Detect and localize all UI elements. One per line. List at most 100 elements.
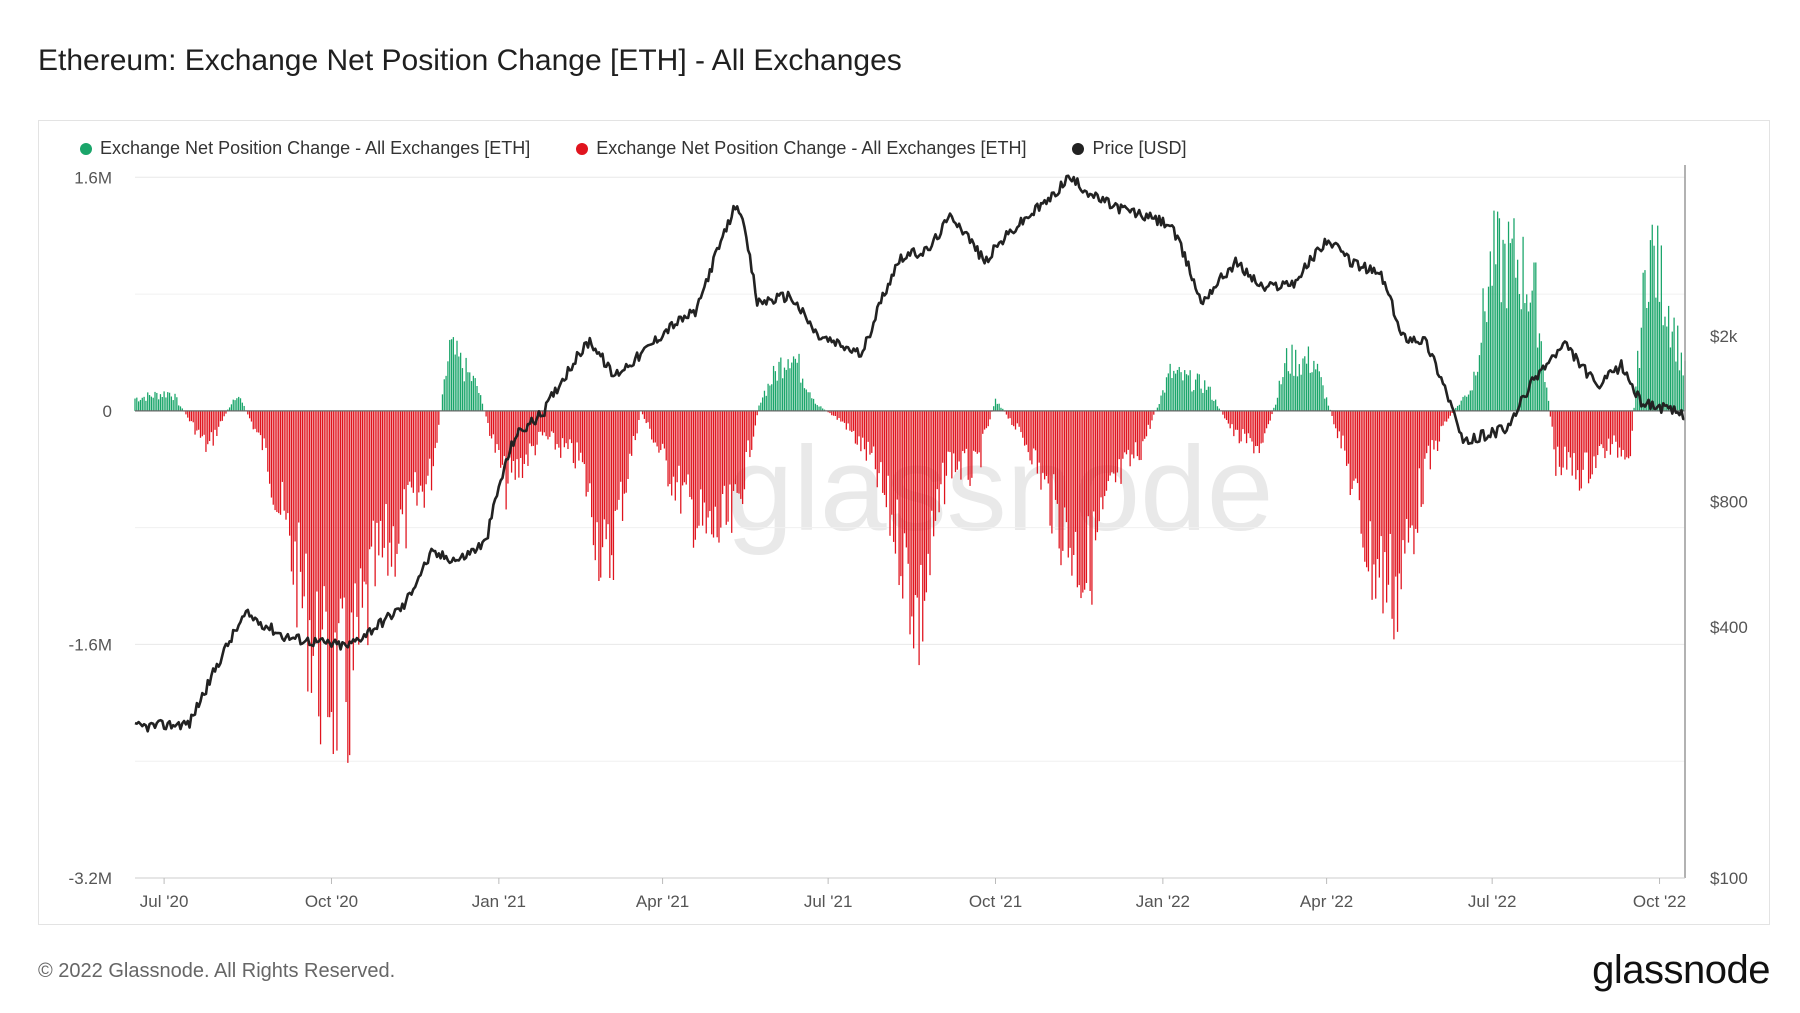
bar-outflow	[1444, 410, 1446, 422]
bar-outflow	[583, 410, 585, 465]
bar-inflow	[1207, 386, 1209, 411]
bar-outflow	[203, 410, 205, 435]
bar-outflow	[862, 410, 864, 438]
bar-inflow	[791, 362, 793, 411]
bar-outflow	[1560, 410, 1562, 476]
bar-outflow	[550, 410, 553, 432]
x-tick-label: Apr '21	[636, 892, 689, 911]
bar-inflow	[158, 399, 160, 411]
bar-outflow	[1351, 410, 1353, 489]
price-line	[134, 174, 1686, 733]
bar-outflow	[1069, 410, 1071, 548]
bar-outflow	[427, 410, 429, 476]
bar-inflow	[179, 406, 182, 411]
legend-item-price[interactable]: Price [USD]	[1072, 138, 1187, 159]
bar-outflow	[527, 410, 529, 466]
bar-inflow	[1460, 400, 1462, 411]
bar-outflow	[1558, 410, 1561, 467]
bar-outflow	[248, 410, 251, 419]
bar-inflow	[243, 405, 245, 411]
bar-inflow	[1547, 400, 1550, 411]
bar-inflow	[1495, 264, 1497, 411]
bar-outflow	[1436, 410, 1439, 452]
bar-outflow	[292, 410, 294, 585]
bar-outflow	[647, 410, 649, 423]
bar-outflow	[1345, 410, 1348, 466]
bar-inflow	[814, 403, 817, 411]
bar-outflow	[1054, 410, 1057, 500]
bar-inflow	[234, 400, 236, 411]
legend-item-inflow[interactable]: Exchange Net Position Change - All Excha…	[80, 138, 530, 159]
bar-outflow	[934, 410, 937, 521]
bar-inflow	[1493, 210, 1495, 411]
bar-outflow	[916, 410, 918, 598]
bar-outflow	[1549, 410, 1552, 417]
bar-outflow	[1114, 410, 1117, 483]
bar-outflow	[369, 410, 371, 550]
bar-inflow	[1675, 361, 1677, 411]
legend-item-outflow[interactable]: Exchange Net Position Change - All Excha…	[576, 138, 1026, 159]
bar-outflow	[352, 410, 354, 671]
bar-inflow	[1196, 373, 1199, 411]
bar-outflow	[560, 410, 562, 458]
bar-inflow	[765, 395, 767, 411]
bar-outflow	[978, 410, 980, 453]
copyright-text: © 2022 Glassnode. All Rights Reserved.	[38, 960, 396, 982]
bar-inflow	[1660, 245, 1662, 411]
bar-inflow	[1002, 408, 1004, 411]
bar-outflow	[225, 410, 227, 414]
bar-outflow	[1242, 410, 1244, 430]
bar-outflow	[680, 410, 682, 514]
bar-outflow	[1406, 410, 1408, 519]
bar-outflow	[1104, 410, 1106, 497]
bar-outflow	[1120, 410, 1122, 484]
bar-outflow	[752, 410, 755, 437]
bar-outflow	[1036, 410, 1038, 474]
bar-outflow	[1067, 410, 1069, 558]
bar-inflow	[1194, 379, 1197, 411]
bar-outflow	[1147, 410, 1149, 425]
bar-outflow	[1264, 410, 1266, 434]
bar-outflow	[223, 410, 225, 417]
bar-outflow	[989, 410, 991, 420]
bar-outflow	[338, 410, 340, 624]
bar-outflow	[1566, 410, 1568, 470]
bar-outflow	[507, 410, 509, 484]
bar-outflow	[407, 410, 409, 485]
bar-outflow	[274, 410, 276, 511]
bar-outflow	[361, 410, 364, 608]
bar-outflow	[651, 410, 653, 440]
bar-outflow	[1340, 410, 1342, 449]
bar-outflow	[1440, 410, 1442, 427]
bar-outflow	[918, 410, 920, 666]
bar-outflow	[665, 410, 667, 461]
bar-outflow	[1127, 410, 1129, 450]
bar-outflow	[1335, 410, 1337, 429]
bar-outflow	[383, 410, 385, 548]
bar-outflow	[294, 410, 296, 542]
bar-inflow	[1205, 389, 1208, 411]
bar-outflow	[969, 410, 971, 486]
bar-outflow	[303, 410, 305, 597]
bar-outflow	[669, 410, 671, 485]
bar-inflow	[1187, 375, 1189, 411]
bar-outflow	[1413, 410, 1415, 555]
chart-title: Ethereum: Exchange Net Position Change […	[38, 44, 902, 77]
bar-outflow	[367, 410, 369, 646]
bar-outflow	[429, 410, 431, 459]
bar-outflow	[1375, 410, 1377, 599]
bar-outflow	[741, 410, 744, 505]
bar-outflow	[279, 410, 282, 515]
bar-inflow	[762, 397, 764, 411]
bar-inflow	[1489, 251, 1491, 411]
bar-outflow	[638, 410, 640, 421]
bar-outflow	[849, 410, 851, 431]
bar-outflow	[210, 410, 213, 433]
bar-outflow	[734, 410, 736, 485]
bar-outflow	[1253, 410, 1255, 454]
bar-inflow	[467, 372, 469, 411]
bar-inflow	[1515, 277, 1517, 411]
bar-outflow	[754, 410, 757, 426]
bar-inflow	[1540, 341, 1542, 411]
bar-outflow	[520, 410, 522, 458]
